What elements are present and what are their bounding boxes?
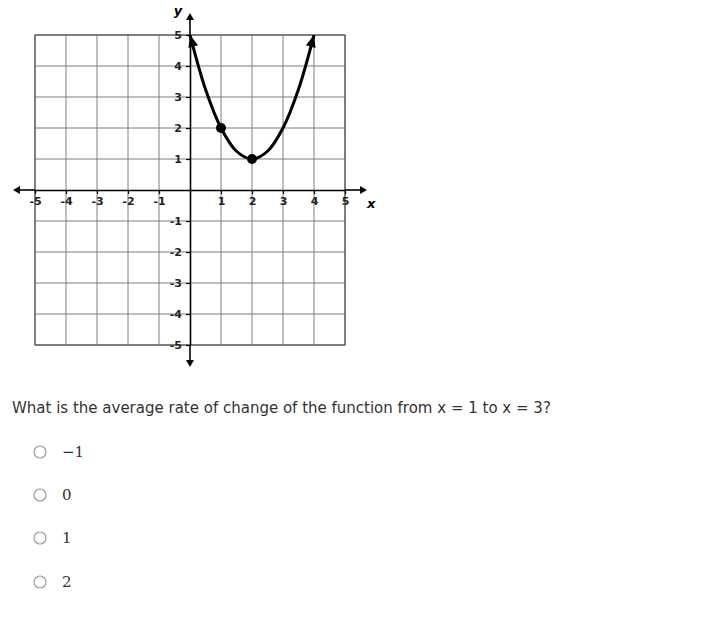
tick-mark — [314, 190, 315, 194]
tick-mark — [186, 97, 190, 98]
tick-mark — [35, 190, 36, 194]
tick-mark — [186, 66, 190, 67]
tick-label: -2 — [170, 246, 182, 259]
tick: -5 — [170, 339, 190, 352]
tick-mark — [66, 190, 67, 194]
tick: -4 — [170, 308, 190, 321]
tick-mark — [97, 190, 98, 194]
tick: -4 — [60, 190, 73, 208]
tick: 3 — [174, 91, 190, 104]
x-axis-title: x — [366, 196, 376, 211]
y-axis: -5 -4 -3 -2 -1 1 2 3 4 5 — [170, 29, 191, 352]
tick-label: -1 — [153, 195, 165, 208]
radio-button[interactable] — [34, 446, 46, 458]
tick: -1 — [153, 190, 165, 208]
tick: 4 — [311, 190, 319, 208]
tick-mark — [186, 283, 190, 284]
tick-label: 1 — [218, 195, 226, 208]
tick-mark — [221, 190, 222, 194]
tick: 5 — [174, 29, 190, 42]
question: What is the average rate of change of th… — [12, 399, 551, 417]
choice-label[interactable]: 2 — [62, 573, 72, 591]
tick: 1 — [174, 153, 190, 166]
axis-arrowhead — [186, 360, 194, 367]
tick: -3 — [91, 190, 103, 208]
axis-line — [190, 36, 192, 346]
tick: 2 — [249, 190, 257, 208]
tick-label: 3 — [280, 195, 288, 208]
curve — [190, 35, 314, 159]
x-axis: -5 -4 -3 -2 -1 1 2 3 4 5 — [29, 190, 349, 208]
tick-label: -1 — [170, 215, 182, 228]
choice[interactable]: 0 — [34, 486, 72, 504]
tick-mark — [186, 314, 190, 315]
choice[interactable]: 2 — [34, 573, 72, 591]
tick-mark — [186, 128, 190, 129]
axis-arrows — [13, 13, 367, 367]
tick-label: 4 — [174, 60, 182, 73]
curve-arrows — [188, 35, 315, 48]
axis-arrowhead — [360, 186, 367, 194]
tick: 5 — [342, 190, 350, 208]
tick-label: 2 — [249, 195, 257, 208]
tick: -3 — [170, 277, 190, 290]
tick-label: -3 — [91, 195, 103, 208]
axis-arrowhead — [13, 186, 20, 194]
tick-label: -3 — [170, 277, 182, 290]
tick-label: 5 — [174, 29, 182, 42]
point — [216, 123, 226, 133]
tick-mark — [283, 190, 284, 194]
plot-area — [190, 35, 314, 164]
point — [247, 154, 257, 164]
plot-frame — [35, 35, 345, 345]
tick-mark — [159, 190, 160, 194]
tick: -2 — [170, 246, 190, 259]
tick-label: -4 — [60, 195, 73, 208]
tick-label: 3 — [174, 91, 182, 104]
tick-label: 4 — [311, 195, 319, 208]
choice-label[interactable]: 0 — [62, 486, 72, 504]
radio-button[interactable] — [34, 532, 46, 544]
choice[interactable]: −1 — [34, 443, 84, 461]
tick: -1 — [170, 215, 190, 228]
tick: -5 — [29, 190, 41, 208]
page: -5 -4 -3 -2 -1 1 2 3 4 5 -5 -4 -3 -2 -1 1 2 3 4 5 x y What is … — [0, 0, 727, 627]
tick-label: 5 — [342, 195, 350, 208]
choice-label[interactable]: −1 — [62, 443, 84, 461]
tick-label: 2 — [174, 122, 182, 135]
tick-label: -4 — [170, 308, 183, 321]
curve-arrowhead — [306, 35, 316, 48]
radio-button[interactable] — [34, 489, 46, 501]
choice-label[interactable]: 1 — [62, 529, 72, 547]
tick-mark — [128, 190, 129, 194]
tick-mark — [186, 159, 190, 160]
curve-arrowhead — [188, 35, 198, 48]
tick: 2 — [174, 122, 190, 135]
tick: 4 — [174, 60, 190, 73]
y-axis-title: y — [174, 3, 183, 18]
tick-mark — [186, 221, 190, 222]
tick-mark — [186, 252, 190, 253]
radio-button[interactable] — [34, 576, 46, 588]
tick: 1 — [218, 190, 226, 208]
axis-arrowhead — [186, 13, 194, 20]
tick-mark — [252, 190, 253, 194]
tick-label: -2 — [122, 195, 134, 208]
tick: -2 — [122, 190, 134, 208]
choice[interactable]: 1 — [34, 529, 72, 547]
tick-label: -5 — [29, 195, 41, 208]
tick-label: 1 — [174, 153, 182, 166]
tick: 3 — [280, 190, 288, 208]
tick-label: -5 — [170, 339, 182, 352]
grid — [35, 35, 345, 345]
